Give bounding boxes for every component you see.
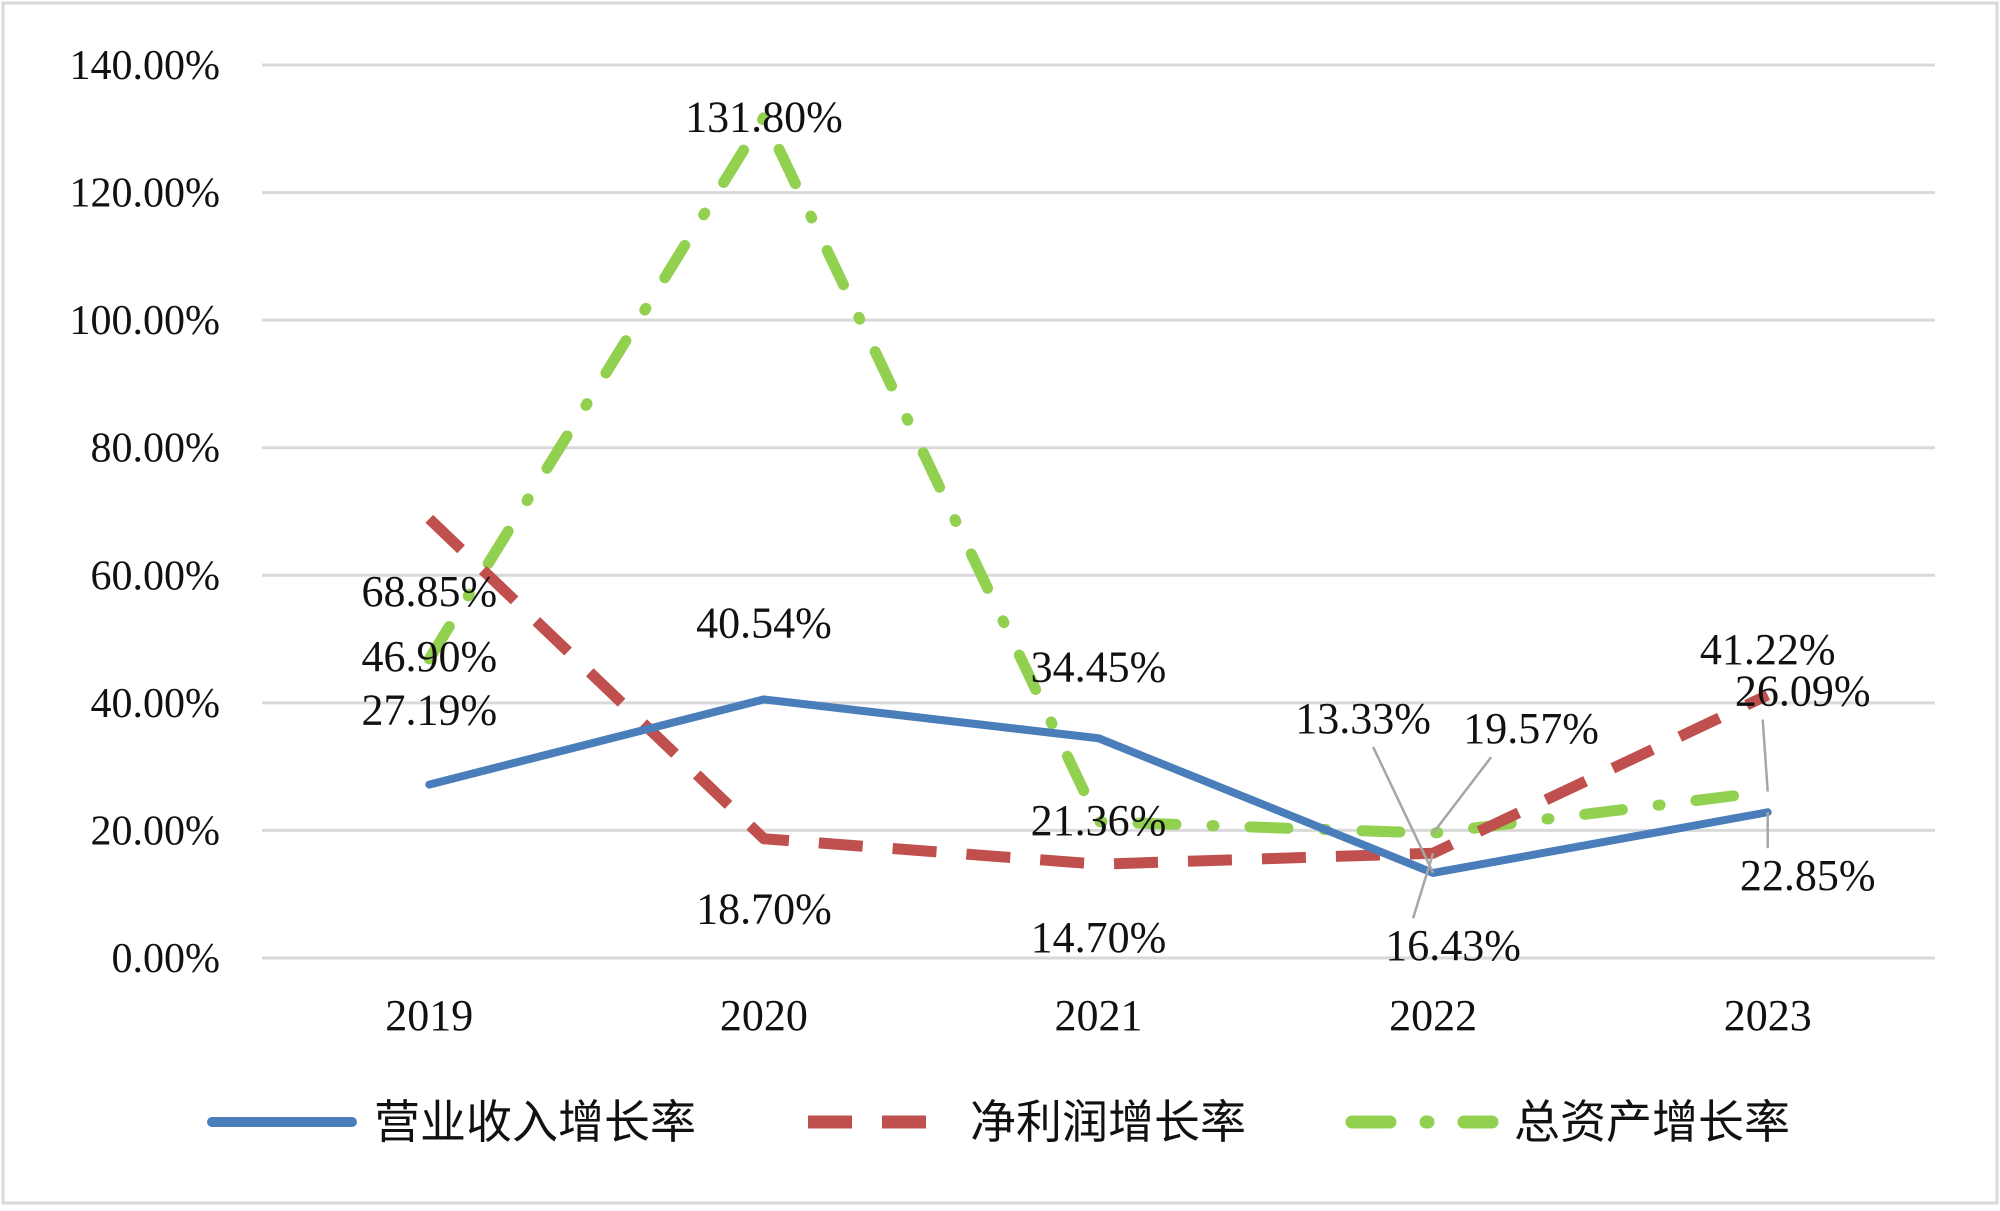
series-line-3 (423, 111, 1774, 839)
x-tick-label: 2022 (1389, 991, 1477, 1040)
y-tick-label: 140.00% (70, 43, 221, 89)
data-label: 19.57% (1463, 704, 1599, 753)
data-label: 14.70% (1031, 913, 1167, 962)
y-axis: 0.00% 20.00% 40.00% 60.00% 80.00% 100.00% 120.… (70, 43, 221, 982)
data-label: 34.45% (1031, 642, 1167, 691)
y-tick-label: 60.00% (91, 553, 221, 599)
legend: 营业收入增长率 净利润增长率 总资产增长率 (207, 1095, 1790, 1149)
data-label: 46.90% (361, 632, 497, 681)
legend-label: 营业收入增长率 (374, 1095, 696, 1149)
label-leader-line (1432, 756, 1493, 834)
data-label: 27.19% (361, 686, 497, 735)
legend-item-2: 净利润增长率 (808, 1095, 1246, 1149)
label-leader-line (1761, 719, 1769, 792)
y-tick-label: 100.00% (70, 298, 221, 344)
data-label: 131.80% (685, 92, 843, 141)
series-lines (423, 111, 1774, 877)
data-label: 13.33% (1295, 694, 1431, 743)
data-label: 18.70% (696, 885, 832, 934)
data-label: 40.54% (696, 598, 832, 647)
y-tick-label: 20.00% (91, 808, 221, 854)
data-label: 16.43% (1385, 921, 1521, 970)
series-line-1 (425, 695, 1772, 877)
y-tick-label: 0.00% (112, 936, 221, 982)
legend-item-1: 营业收入增长率 (207, 1095, 696, 1149)
x-tick-label: 2020 (720, 991, 808, 1040)
legend-label: 净利润增长率 (970, 1095, 1246, 1149)
data-label: 26.09% (1735, 667, 1871, 716)
data-label: 68.85% (361, 567, 497, 616)
legend-item-3: 总资产增长率 (1345, 1095, 1790, 1149)
y-tick-label: 120.00% (70, 171, 221, 217)
y-tick-label: 40.00% (91, 681, 221, 727)
data-label: 22.85% (1740, 851, 1876, 900)
data-label: 21.36% (1031, 796, 1167, 845)
gridlines (262, 63, 1935, 960)
series-line-2 (425, 514, 1771, 870)
label-leader-line (1371, 746, 1435, 874)
data-labels: 27.19% 40.54% 34.45% 13.33% 22.85% 68.85% 18.7… (361, 92, 1875, 970)
data-label: 41.22% (1700, 625, 1836, 674)
y-tick-label: 80.00% (91, 426, 221, 472)
legend-label: 总资产增长率 (1514, 1095, 1790, 1149)
label-leader-lines (1371, 719, 1769, 919)
x-axis: 2019 2020 2021 2022 2023 (385, 991, 1811, 1040)
x-tick-label: 2021 (1055, 991, 1143, 1040)
x-tick-label: 2019 (385, 991, 473, 1040)
label-leader-line (1411, 852, 1435, 919)
x-tick-label: 2023 (1724, 991, 1812, 1040)
